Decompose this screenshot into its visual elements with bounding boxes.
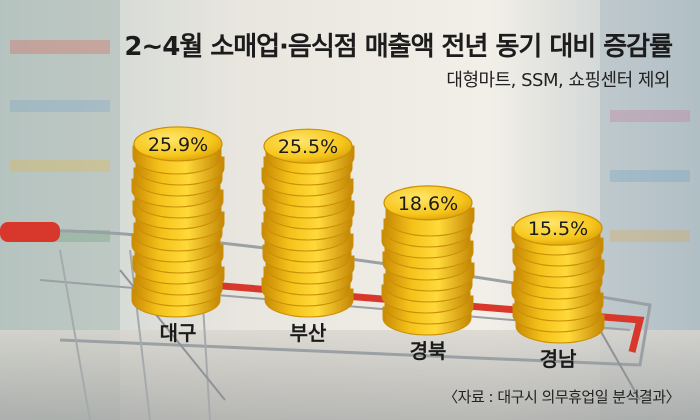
category-label-경북: 경북 [410,339,447,363]
category-label-부산: 부산 [290,321,327,345]
category-label-경남: 경남 [540,347,577,371]
bar-경북 [381,185,475,336]
chart-subtitle: 대형마트, SSM, 쇼핑센터 제외 [446,70,670,91]
value-label-경남: 15.5% [528,218,588,240]
bar-경남 [511,210,605,344]
chart-title: 2~4월 소매업·음식점 매출액 전년 동기 대비 증감률 [124,32,673,62]
value-labels: 25.9% 25.5% 18.6% 15.5% [148,134,588,240]
value-label-대구: 25.9% [148,134,208,156]
source-note: 〈자료 : 대구시 의무휴업일 분석결과〉 [443,388,680,406]
category-label-대구: 대구 [160,321,197,345]
coin-bars [131,126,605,344]
bar-부산 [261,128,355,318]
bar-대구 [131,126,225,318]
value-label-부산: 25.5% [278,136,338,158]
value-label-경북: 18.6% [398,193,458,215]
cart-handle [0,222,60,242]
